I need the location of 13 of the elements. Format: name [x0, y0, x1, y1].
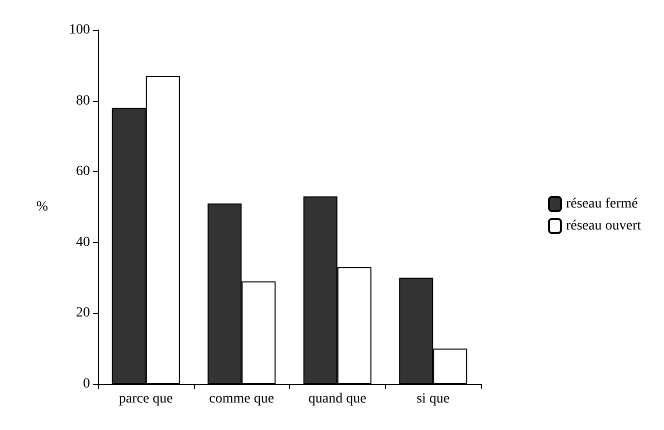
y-tick-label: 0	[83, 376, 90, 392]
legend-label: réseau fermé	[566, 196, 638, 212]
x-tick-label: parce que	[118, 392, 173, 406]
x-tick-label: quand que	[308, 392, 366, 406]
x-tick-label: comme que	[209, 392, 274, 406]
legend-label: réseau ouvert	[566, 218, 642, 234]
y-axis-title: %	[36, 200, 48, 214]
y-tick-label: 20	[76, 306, 90, 321]
y-tick-label: 80	[76, 93, 90, 108]
y-tick-label: 60	[76, 164, 90, 180]
y-tick-label: 100	[69, 22, 90, 38]
x-tick-label: si que	[416, 392, 450, 406]
y-tick-label: 40	[76, 234, 90, 250]
